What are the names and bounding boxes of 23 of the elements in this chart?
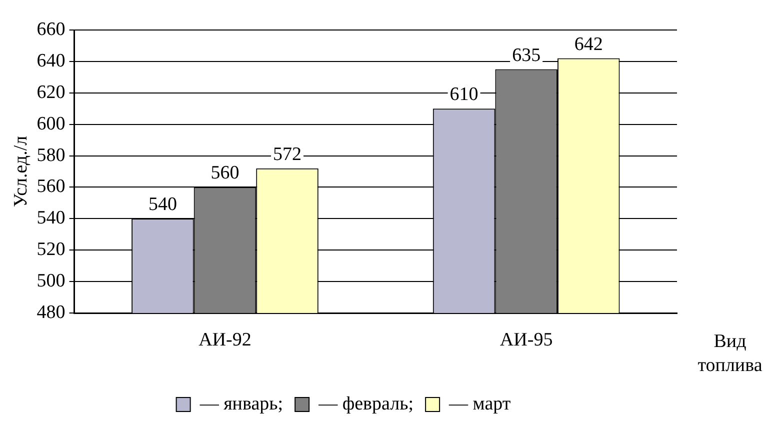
y-axis-title: Усл.ед./л	[10, 135, 32, 208]
y-tick-label: 660	[36, 18, 66, 40]
data-label: 540	[148, 194, 177, 216]
data-label: 642	[574, 34, 603, 55]
y-tick-label: 620	[36, 82, 66, 103]
y-tick-label: 580	[36, 144, 66, 166]
y-tick-label: 540	[36, 208, 66, 229]
legend-label: — март	[448, 393, 512, 414]
x-tick-label: АИ-95	[500, 329, 553, 350]
y-tick-label: 520	[36, 239, 66, 260]
legend-label: — январь;	[198, 393, 284, 414]
data-label: 610	[450, 84, 478, 106]
y-tick-label: 600	[36, 113, 66, 134]
y-tick-label: 480	[36, 302, 66, 323]
x-axis-title: Вид топлива	[696, 330, 764, 378]
x-tick-label: АИ-92	[198, 329, 252, 350]
y-tick-label: 500	[36, 270, 66, 292]
legend-label: — февраль;	[318, 393, 414, 414]
y-tick-label: 640	[36, 50, 66, 72]
data-label: 560	[210, 162, 240, 184]
y-tick-label: 560	[36, 176, 66, 198]
data-label: 635	[512, 44, 541, 66]
data-label: 572	[273, 144, 302, 165]
